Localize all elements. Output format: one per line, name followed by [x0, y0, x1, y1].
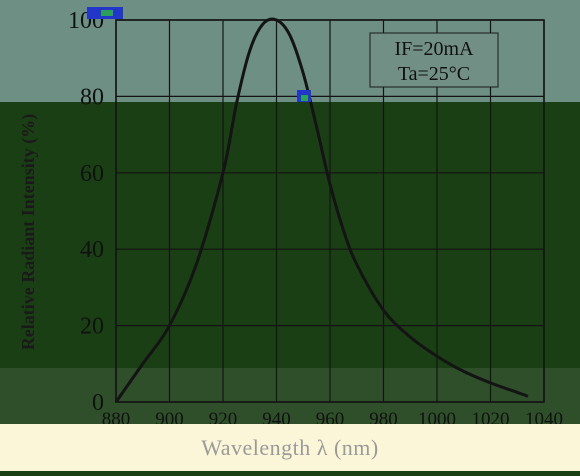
annotation-forward-current: IF=20mA	[394, 38, 474, 60]
x-axis-label: Wavelength λ (nm)	[201, 435, 379, 460]
annotation-box: IF=20mA Ta=25°C	[369, 32, 499, 88]
annotation-box-frame	[369, 32, 499, 88]
annotation-ambient-temp: Ta=25°C	[398, 63, 470, 85]
y-tick-label-60: 60	[80, 161, 104, 187]
artifact-marker-top-inner	[101, 10, 113, 16]
y-tick-label-40: 40	[80, 237, 104, 263]
y-tick-label-0: 0	[92, 390, 104, 416]
series-line-relative-intensity	[114, 17, 529, 403]
plot-frame	[115, 19, 545, 403]
y-tick-label-20: 20	[80, 314, 104, 340]
artifact-marker-mid-inner	[301, 95, 308, 101]
y-tick-label-80: 80	[80, 84, 104, 110]
x-axis-label-band	[0, 424, 580, 471]
bottom-strip	[0, 368, 580, 424]
curve-layer	[114, 17, 529, 403]
y-axis-label: Relative Radiant Intensity (%)	[18, 114, 39, 351]
